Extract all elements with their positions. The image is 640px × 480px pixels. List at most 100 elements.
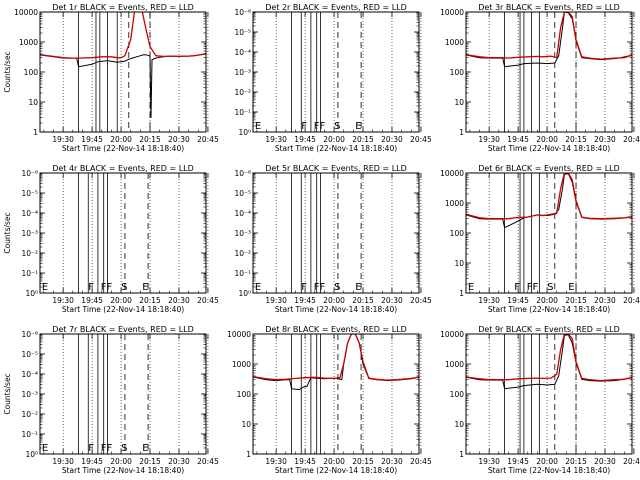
y-tick-label: 10000 [440,8,464,17]
x-tick-label: 20:15 [139,457,161,466]
y-tick-label: 10⁻⁶ [234,169,251,178]
x-tick-label: 19:45 [294,457,316,466]
y-tick-label: 100 [450,68,465,77]
y-tick-label: 1000 [445,360,464,369]
lld-series-line [253,334,419,381]
plot-frame [465,11,633,133]
x-axis-label: Start Time (22-Nov-14 18:18:40) [275,305,397,314]
series-group [466,334,632,390]
x-axis-label: Start Time (22-Nov-14 18:18:40) [62,466,184,475]
x-tick-label: 20:30 [594,457,616,466]
plot-frame [465,333,633,455]
y-tick-label: 1 [33,128,38,137]
x-tick-label: 20:00 [323,457,345,466]
panel-det-1: Det 1r BLACK = Events, RED = LLD 1 10 100 10… [3,3,219,153]
events-series-line [253,334,419,391]
x-tick-label: 20:15 [139,296,161,305]
y-axis-label: Counts/sec [3,373,12,414]
y-tick-label: 10⁻³ [21,390,38,399]
y-tick-label: 10000 [440,330,464,339]
x-tick-label: 19:45 [81,135,103,144]
y-tick-label: 10⁻² [234,249,251,258]
y-tick-label: 10⁰ [238,128,251,137]
y-tick-label: 1000 [445,199,464,208]
panel-title: Det 2r BLACK = Events, RED = LLD [265,3,407,12]
x-tick-label: 19:30 [478,135,500,144]
y-tick-label: 10⁻⁵ [21,350,38,359]
marker-label: FF [101,443,113,454]
y-tick-label: 10⁻⁵ [234,189,251,198]
x-tick-label: 20:30 [381,457,403,466]
x-tick-label: 20:30 [168,296,190,305]
x-tick-label: 19:30 [52,457,74,466]
y-tick-label: 1000 [445,38,464,47]
marker-label: S [334,121,340,132]
x-tick-label: 20:45 [410,135,432,144]
x-tick-label: 20:15 [352,457,374,466]
marker-label: S [334,282,340,293]
events-series-line [40,53,206,118]
x-tick-label: 20:45 [623,457,640,466]
marker-label: FF [101,282,113,293]
x-tick-label: 20:15 [565,457,587,466]
x-tick-label: 20:15 [352,296,374,305]
y-tick-label: 10 [454,420,464,429]
y-tick-label: 1 [459,289,464,298]
marker-label: E [255,282,261,293]
x-tick-label: 20:45 [197,135,219,144]
lld-series-line [40,12,206,59]
x-tick-label: 20:30 [168,135,190,144]
x-tick-label: 20:45 [623,296,640,305]
marker-label: E [142,282,148,293]
y-tick-label: 10⁻⁶ [21,330,38,339]
y-tick-label: 10⁻¹ [21,269,38,278]
x-axis-label: Start Time (22-Nov-14 18:18:40) [62,305,184,314]
y-tick-label: 10⁻¹ [234,108,251,117]
panel-title: Det 7r BLACK = Events, RED = LLD [52,325,194,334]
x-tick-label: 19:45 [81,296,103,305]
x-tick-label: 20:00 [110,457,132,466]
y-tick-label: 100 [450,229,465,238]
marker-label: E [255,121,261,132]
y-tick-label: 10 [454,259,464,268]
x-tick-label: 19:30 [478,296,500,305]
y-tick-label: 10⁻¹ [234,269,251,278]
x-tick-label: 20:00 [323,135,345,144]
marker-label: F [88,282,94,293]
marker-label: F [301,121,307,132]
events-series-line [466,334,632,390]
x-tick-label: 19:45 [507,296,529,305]
y-tick-label: 10⁻² [21,249,38,258]
plot-frame [39,333,207,455]
marker-label: S [547,282,553,293]
x-tick-label: 20:15 [139,135,161,144]
y-tick-label: 10⁻¹ [21,430,38,439]
panel-det-9: Det 9r BLACK = Events, RED = LLD 1 10 100 10… [440,325,640,475]
events-series-line [466,173,632,229]
marker-label: F [514,282,520,293]
plot-frame [465,172,633,294]
x-tick-label: 19:30 [265,457,287,466]
y-tick-label: 10⁻⁵ [21,189,38,198]
y-axis-label: Counts/sec [3,212,12,253]
x-tick-label: 19:30 [265,296,287,305]
marker-label: E [568,282,574,293]
panel-title: Det 4r BLACK = Events, RED = LLD [52,164,194,173]
lld-series-line [466,334,632,382]
x-tick-label: 19:45 [294,135,316,144]
plot-frame [252,333,420,455]
x-tick-label: 19:30 [478,457,500,466]
x-tick-label: 19:45 [81,457,103,466]
x-axis-label: Start Time (22-Nov-14 18:18:40) [275,466,397,475]
y-tick-label: 10000 [440,169,464,178]
y-tick-label: 10⁻⁶ [21,169,38,178]
series-group [253,334,419,391]
y-tick-label: 10⁻² [21,410,38,419]
marker-label: E [42,443,48,454]
marker-label: S [121,443,127,454]
y-tick-label: 1000 [232,360,251,369]
